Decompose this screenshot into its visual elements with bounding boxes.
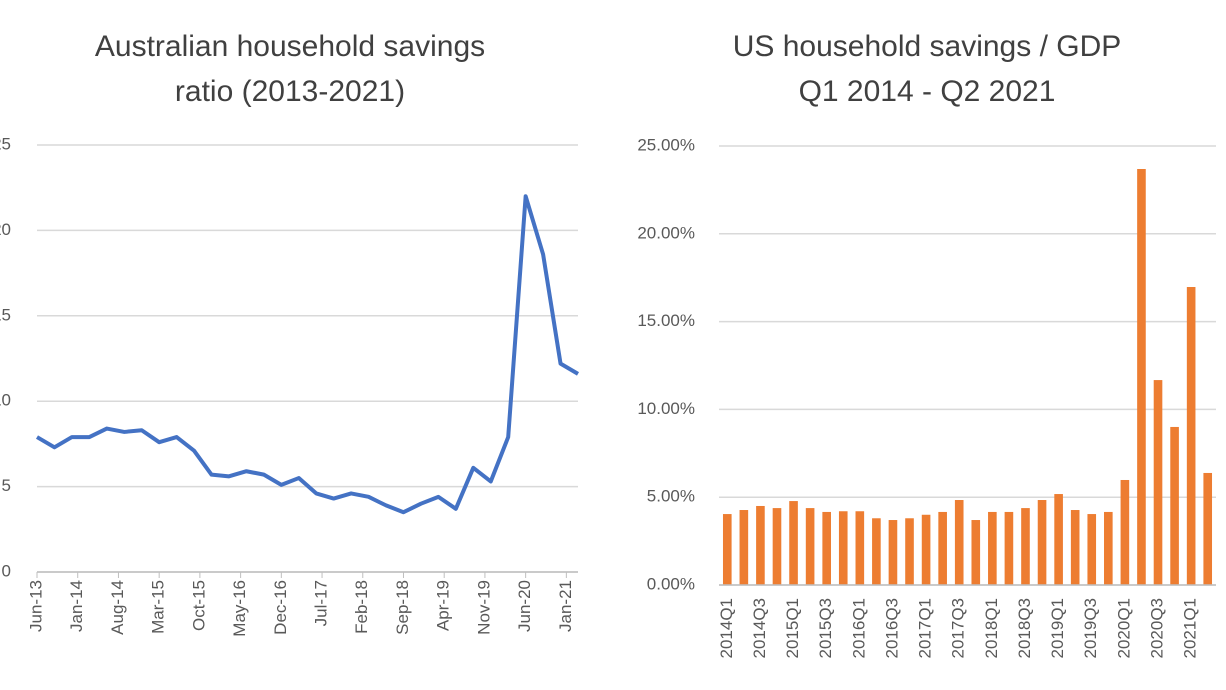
x-tick-label: 2020Q3 <box>1148 598 1167 659</box>
x-tick-label: Nov-19 <box>474 580 493 635</box>
bar <box>1070 510 1080 585</box>
x-tick-label: 2016Q3 <box>882 598 901 659</box>
y-tick-label: 25.00% <box>637 135 695 154</box>
bar <box>789 501 798 585</box>
x-tick-label: 2014Q1 <box>717 598 736 659</box>
bar <box>905 518 914 585</box>
bar <box>772 508 782 585</box>
x-tick-label: Feb-18 <box>352 580 371 634</box>
bar <box>971 520 981 585</box>
x-tick-label: 2021Q1 <box>1181 598 1200 659</box>
x-tick-label: 2019Q3 <box>1081 598 1100 659</box>
x-tick-label: Oct-15 <box>189 580 208 631</box>
bar <box>838 511 848 585</box>
y-tick-label: 10.00% <box>637 399 695 418</box>
bar <box>722 514 732 585</box>
bar <box>938 511 947 585</box>
bar <box>739 510 749 585</box>
x-tick-label: Jun-13 <box>26 580 45 632</box>
bar <box>1004 511 1014 585</box>
x-tick-label: 2015Q3 <box>816 598 835 659</box>
chart-title: Australian household savings <box>95 30 485 63</box>
y-tick-label: 0 <box>2 561 11 580</box>
bar <box>1170 426 1179 585</box>
bar <box>954 500 964 585</box>
x-tick-label: Aug-14 <box>108 580 127 635</box>
x-tick-label: Jun-20 <box>515 580 534 632</box>
x-tick-label: 2019Q1 <box>1048 598 1067 659</box>
x-tick-label: Sep-18 <box>393 580 412 635</box>
y-tick-label: 20.00% <box>637 223 695 242</box>
bar <box>872 518 881 585</box>
x-tick-label: Mar-15 <box>149 580 168 634</box>
x-tick-label: Dec-16 <box>271 580 290 635</box>
bar <box>1203 472 1213 585</box>
y-tick-label: 25 <box>0 134 11 153</box>
chart-title: US household savings / GDP <box>733 30 1122 63</box>
bar <box>1137 169 1146 585</box>
chart-title: Q1 2014 - Q2 2021 <box>799 75 1056 108</box>
y-tick-label: 5 <box>2 476 11 495</box>
line-series <box>35 194 580 515</box>
y-tick-label: 0.00% <box>647 574 695 593</box>
x-tick-label: May-16 <box>230 580 249 637</box>
y-tick-label: 15.00% <box>637 311 695 330</box>
bar <box>888 520 898 585</box>
x-tick-label: Jan-21 <box>556 580 575 632</box>
x-tick-label: 2018Q1 <box>982 598 1001 659</box>
x-tick-label: 2016Q1 <box>849 598 868 659</box>
x-tick-label: Apr-19 <box>434 580 453 631</box>
y-tick-label: 20 <box>0 220 11 239</box>
bar <box>805 508 815 585</box>
y-tick-label: 15 <box>0 305 11 324</box>
x-tick-label: Jan-14 <box>67 580 86 632</box>
bar <box>822 511 831 585</box>
x-tick-label: 2017Q3 <box>949 598 968 659</box>
x-tick-label: 2020Q1 <box>1114 598 1133 659</box>
y-tick-label: 10 <box>0 391 11 410</box>
bar <box>921 514 931 585</box>
chart-title: ratio (2013-2021) <box>175 75 405 108</box>
bar <box>756 505 765 585</box>
x-tick-label: 2017Q1 <box>916 598 935 659</box>
x-tick-label: 2015Q1 <box>783 598 802 659</box>
bar <box>1104 511 1113 585</box>
bar <box>988 511 997 585</box>
bar <box>1021 508 1030 585</box>
x-tick-label: Jul-17 <box>312 580 331 626</box>
bar <box>1087 514 1097 585</box>
bar <box>1054 494 1063 585</box>
x-tick-label: 2014Q3 <box>750 598 769 659</box>
bar <box>1037 500 1047 585</box>
bar <box>1153 380 1163 585</box>
bar <box>855 511 865 585</box>
x-tick-label: 2018Q3 <box>1015 598 1034 659</box>
bar <box>1120 479 1130 585</box>
y-tick-label: 5.00% <box>647 487 695 506</box>
bar <box>1186 287 1196 585</box>
